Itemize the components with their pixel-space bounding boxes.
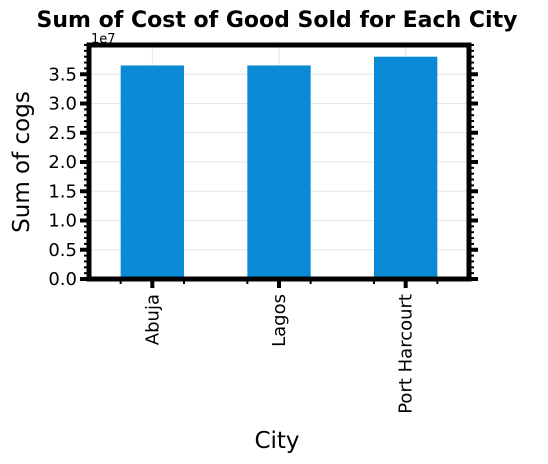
x-tick-label: Port Harcourt [396, 294, 417, 414]
bar-port-harcourt [374, 56, 438, 280]
bar-abuja [120, 65, 184, 279]
y-tick-label: 0.5 [48, 240, 77, 261]
x-tick-label: Lagos [269, 294, 290, 347]
y-tick-label: 2.5 [48, 123, 77, 144]
y-tick-label: 3.5 [48, 64, 77, 85]
plot-frame [86, 42, 472, 282]
y-tick-labels: 0.0 0.5 1.0 1.5 2.0 2.5 3.0 3.5 [48, 64, 77, 290]
chart-title: Sum of Cost of Good Sold for Each City [37, 8, 518, 33]
y-tick-label: 1.0 [48, 211, 77, 232]
x-tick-labels: Abuja Lagos Port Harcourt [142, 294, 416, 414]
x-axis-label: City [254, 428, 299, 454]
y-axis-label: Sum of cogs [9, 91, 35, 233]
y-tick-label: 3.0 [48, 94, 77, 115]
y-tick-label: 1.5 [48, 181, 77, 202]
bar-lagos [247, 65, 311, 279]
x-tick-label: Abuja [142, 294, 163, 345]
y-tick-label: 2.0 [48, 152, 77, 173]
bars [120, 56, 438, 280]
y-tick-label: 0.0 [48, 269, 77, 290]
